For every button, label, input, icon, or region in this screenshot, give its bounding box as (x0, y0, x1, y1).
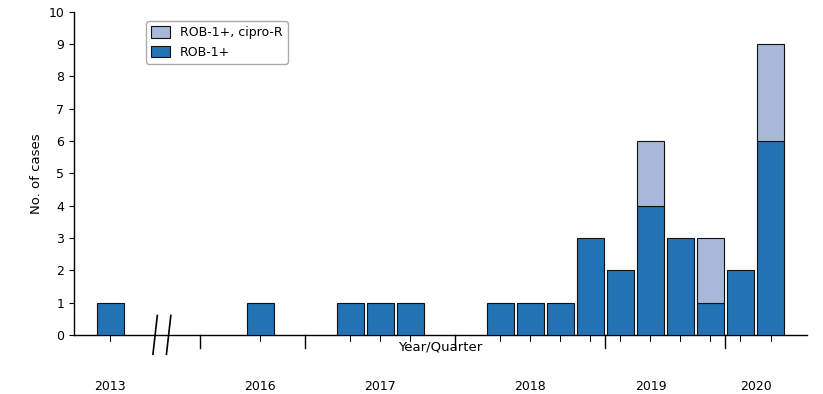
Bar (96, 303, 123, 335)
Text: 2017: 2017 (365, 380, 396, 393)
X-axis label: Year/Quarter: Year/Quarter (398, 340, 482, 353)
Bar (697, 238, 724, 303)
Bar (637, 141, 664, 206)
Bar (667, 238, 694, 335)
Text: 2018: 2018 (514, 380, 546, 393)
Bar (546, 303, 574, 335)
Bar (577, 238, 604, 335)
Bar (337, 303, 364, 335)
Bar (757, 44, 784, 141)
Bar (637, 206, 664, 335)
Bar (487, 303, 514, 335)
Legend: ROB-1+, cipro-R, ROB-1+: ROB-1+, cipro-R, ROB-1+ (146, 21, 287, 63)
Text: 2013: 2013 (95, 380, 126, 393)
Bar (247, 303, 274, 335)
Bar (367, 303, 393, 335)
Text: 2016: 2016 (244, 380, 276, 393)
Bar (727, 270, 754, 335)
Bar (607, 270, 634, 335)
Bar (697, 303, 724, 335)
Bar (517, 303, 544, 335)
Y-axis label: No. of cases: No. of cases (30, 133, 43, 214)
Text: 2019: 2019 (635, 380, 667, 393)
Text: 2020: 2020 (740, 380, 771, 393)
Bar (757, 141, 784, 335)
Bar (397, 303, 424, 335)
